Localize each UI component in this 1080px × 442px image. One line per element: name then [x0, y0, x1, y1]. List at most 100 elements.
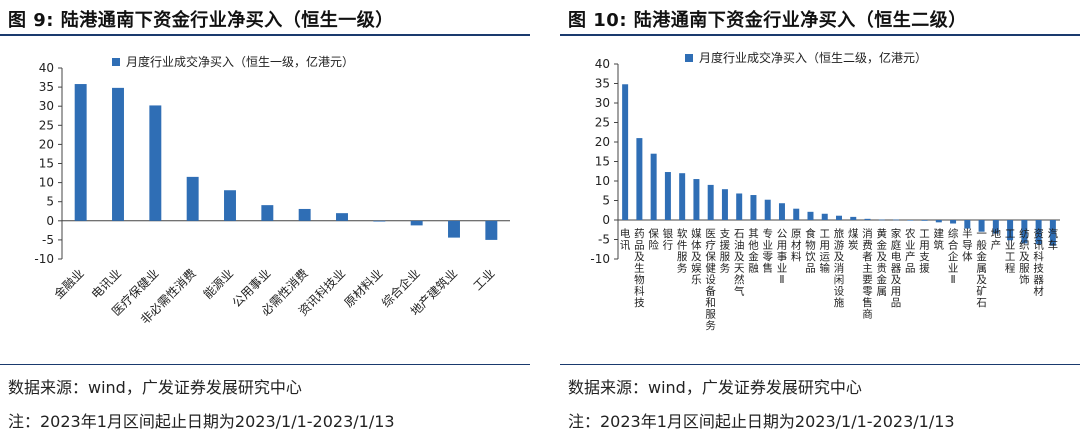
right-category-char: 商 — [862, 308, 873, 321]
right-y-tick-label: 20 — [595, 135, 610, 149]
right-category-char: 输 — [819, 262, 830, 275]
right-bar — [893, 219, 900, 221]
right-figure-title: 图 10: 陆港通南下资金行业净买入（恒生二级） — [568, 10, 967, 31]
right-y-tick-label: 15 — [595, 155, 610, 169]
right-category-char: 技 — [1033, 262, 1044, 275]
right-category-char: 农 — [905, 227, 916, 240]
right-category-char: 用 — [777, 240, 788, 252]
right-category-label: 汽车 — [1048, 227, 1059, 252]
right-category-char: 金 — [877, 239, 888, 252]
right-category-char: 属 — [976, 263, 987, 275]
right-category-char: 医 — [705, 228, 716, 240]
right-category-char: 石 — [976, 297, 987, 309]
right-category-char: 纺 — [1019, 227, 1030, 240]
right-bar — [964, 220, 971, 229]
left-y-tick-label: 40 — [39, 61, 54, 75]
left-bar — [298, 208, 311, 221]
right-bar — [907, 220, 914, 221]
right-category-char: 备 — [705, 285, 716, 298]
right-category-char: 药 — [634, 228, 645, 240]
right-category-char: 煤 — [848, 227, 859, 240]
right-category-label: 建筑 — [934, 227, 945, 252]
right-bar — [836, 215, 842, 220]
right-category-char: 援 — [919, 262, 930, 275]
right-category-char: 物 — [805, 239, 816, 252]
right-category-char: 体 — [691, 240, 702, 252]
right-category-char: 产 — [905, 250, 916, 263]
right-category-char: 资 — [1033, 228, 1044, 240]
left-source-text: 数据来源：wind，广发证券发展研究中心 — [8, 378, 302, 397]
right-category-char: 及 — [834, 251, 845, 263]
right-category-char: 饮 — [805, 250, 816, 263]
right-category-char: 消 — [862, 227, 873, 240]
right-category-char: 业 — [762, 240, 773, 252]
right-bar — [807, 211, 814, 220]
right-bar — [750, 195, 757, 220]
left-y-tick-label: 5 — [46, 195, 54, 209]
right-category-label: 地产 — [991, 227, 1002, 252]
left-bar — [224, 190, 236, 221]
right-y-tick-label: 25 — [595, 116, 610, 130]
left-bar — [112, 87, 124, 221]
right-bar — [778, 203, 785, 220]
right-category-char: 务 — [705, 319, 716, 332]
right-bar — [878, 219, 885, 221]
right-bar — [721, 189, 728, 220]
right-category-char: 一 — [976, 228, 987, 240]
right-category-char: 售 — [862, 296, 873, 309]
left-bar — [149, 105, 162, 221]
right-category-char: 及 — [976, 274, 987, 286]
right-chart: -10 -5 0 5 10 15 20 25 30 35 40 月度行业成交净买入（恒生二级，亿港元）… — [590, 50, 1060, 332]
right-category-char: 业 — [1005, 240, 1016, 252]
right-bar — [636, 138, 643, 220]
right-bar — [978, 220, 985, 232]
right-bar — [622, 84, 629, 220]
right-category-char: 服 — [1019, 263, 1030, 275]
right-category-char: 险 — [648, 239, 659, 252]
right-category-char: 公 — [777, 228, 788, 240]
left-y-tick-label: 30 — [39, 99, 54, 113]
right-category-char: 工 — [819, 228, 830, 240]
right-category-char: 务 — [720, 262, 731, 275]
right-category-char: 半 — [962, 227, 973, 240]
right-category-char: 用 — [891, 286, 902, 298]
right-category-char: 金 — [748, 250, 759, 263]
right-category-char: 费 — [862, 239, 873, 252]
left-category-label: 原材料业 — [342, 266, 386, 310]
right-category-label: 原材料 — [791, 228, 802, 263]
right-category-char: 事 — [777, 250, 788, 263]
left-y-tick-label: -5 — [42, 233, 54, 247]
right-category-char: 物 — [634, 273, 645, 286]
right-category-char: 产 — [991, 239, 1002, 252]
right-category-char: 服 — [720, 251, 731, 263]
left-bar — [261, 205, 274, 221]
right-category-char: 贵 — [877, 262, 888, 275]
right-category-char: 天 — [734, 263, 745, 275]
right-category-char: 游 — [834, 239, 845, 252]
right-category-char: 金 — [877, 273, 888, 286]
right-category-char: 般 — [976, 239, 987, 252]
left-bar — [448, 220, 460, 238]
right-category-label: 半导体 — [962, 227, 973, 263]
right-category-char: 融 — [748, 263, 759, 275]
right-bar — [850, 216, 857, 220]
right-category-char: 务 — [677, 262, 688, 275]
right-category-char: 消 — [834, 262, 845, 275]
right-bar — [764, 199, 771, 220]
right-category-char: 汽 — [1048, 227, 1059, 240]
left-y-tick-label: 10 — [39, 176, 54, 190]
right-category-char: 设 — [834, 286, 845, 298]
left-chart: -10 -5 0 5 10 15 20 25 30 35 40 月度行业成交净买入（恒生一级，亿港元）… — [34, 54, 510, 327]
right-category-label: 煤炭 — [848, 227, 859, 252]
right-category-char: 材 — [1033, 285, 1044, 298]
right-category-char: 电 — [620, 227, 631, 240]
